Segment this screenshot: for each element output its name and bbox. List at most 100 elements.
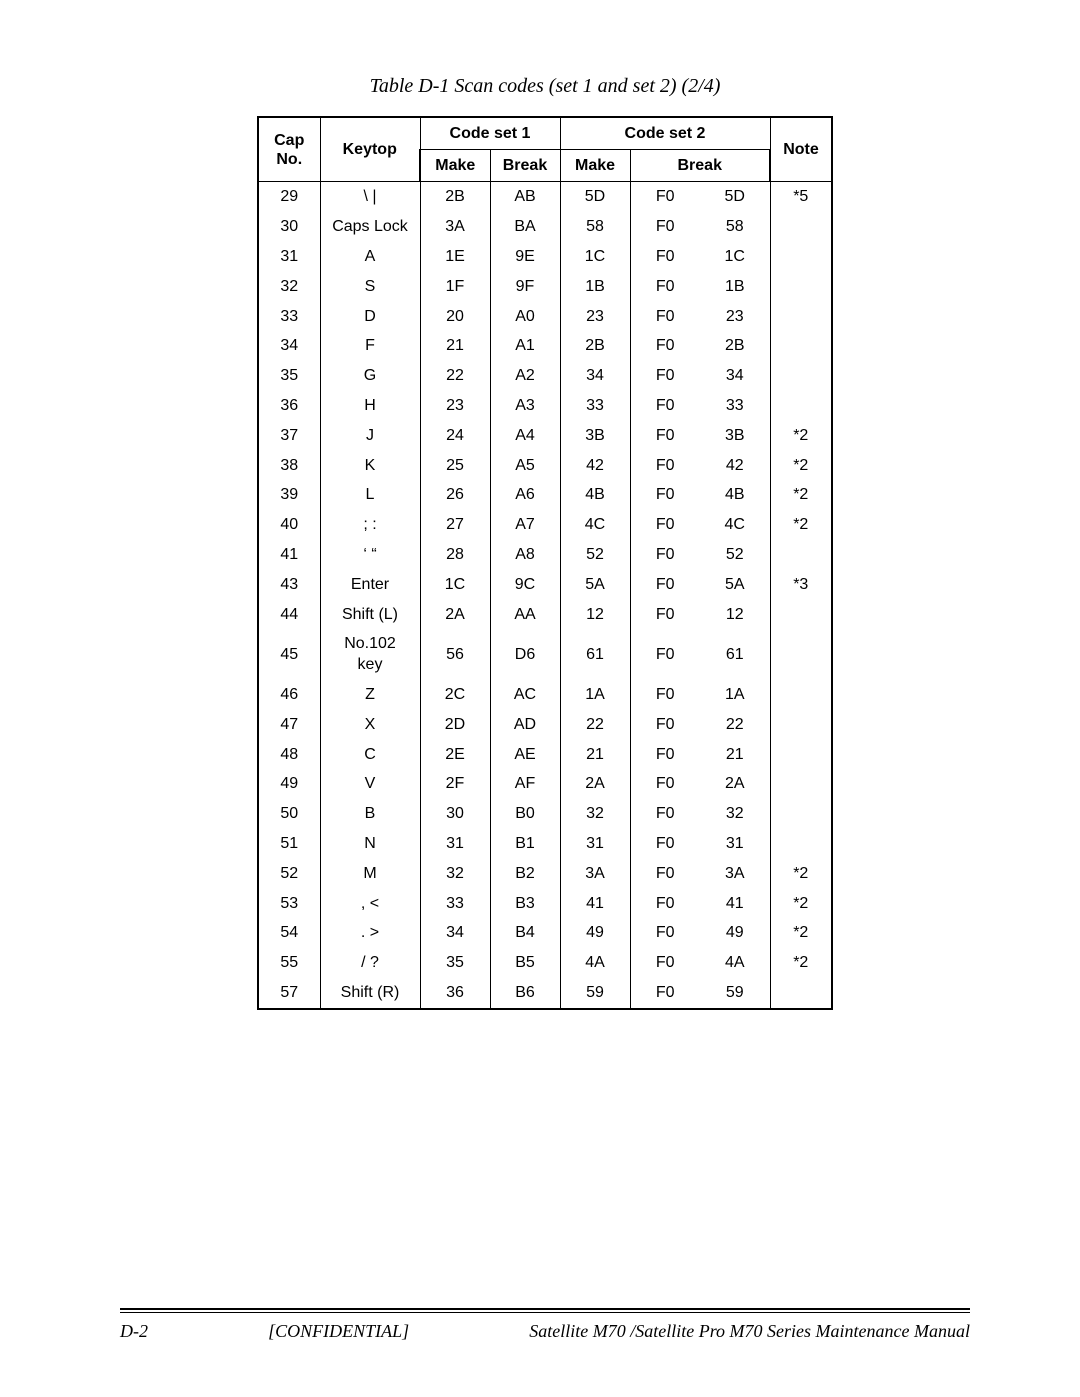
cell-break2a: F0 (630, 829, 700, 859)
cell-make2: 32 (560, 799, 630, 829)
cell-break1: B1 (490, 829, 560, 859)
cell-cap: 33 (258, 302, 320, 332)
cell-break1: A2 (490, 361, 560, 391)
cell-make1: 2A (420, 600, 490, 630)
cell-make1: 21 (420, 331, 490, 361)
cell-break1: A1 (490, 331, 560, 361)
cell-break2b: 4A (700, 948, 770, 978)
cell-cap: 31 (258, 242, 320, 272)
cell-keytop: G (320, 361, 420, 391)
cell-break2a: F0 (630, 272, 700, 302)
cell-break2b: 49 (700, 918, 770, 948)
cell-break1: B0 (490, 799, 560, 829)
cell-break1: AE (490, 740, 560, 770)
cell-cap: 40 (258, 510, 320, 540)
cell-note (770, 978, 832, 1009)
cell-make2: 33 (560, 391, 630, 421)
cell-make2: 4C (560, 510, 630, 540)
cell-break1: AF (490, 769, 560, 799)
cell-break1: AD (490, 710, 560, 740)
cell-break2a: F0 (630, 740, 700, 770)
cell-keytop: Z (320, 680, 420, 710)
cell-break1: B3 (490, 889, 560, 919)
cell-break2b: 4B (700, 480, 770, 510)
cell-keytop: Shift (L) (320, 600, 420, 630)
cell-keytop: ; : (320, 510, 420, 540)
cell-note (770, 540, 832, 570)
cell-break2a: F0 (630, 680, 700, 710)
cell-cap: 55 (258, 948, 320, 978)
cell-cap: 37 (258, 421, 320, 451)
cell-cap: 45 (258, 629, 320, 680)
cell-cap: 54 (258, 918, 320, 948)
cell-break2a: F0 (630, 570, 700, 600)
cell-make2: 59 (560, 978, 630, 1009)
cell-make1: 27 (420, 510, 490, 540)
cell-note (770, 629, 832, 680)
cell-make1: 2B (420, 182, 490, 212)
cell-cap: 39 (258, 480, 320, 510)
cell-make2: 2B (560, 331, 630, 361)
table-row: 53, <33B341F041*2 (258, 889, 832, 919)
cell-note: *2 (770, 421, 832, 451)
cell-break2b: 59 (700, 978, 770, 1009)
cell-break2a: F0 (630, 859, 700, 889)
table-row: 48C2EAE21F021 (258, 740, 832, 770)
cell-make1: 34 (420, 918, 490, 948)
cell-make1: 20 (420, 302, 490, 332)
cell-note (770, 799, 832, 829)
cell-keytop: M (320, 859, 420, 889)
cell-cap: 36 (258, 391, 320, 421)
cell-keytop: ‘ “ (320, 540, 420, 570)
cell-cap: 29 (258, 182, 320, 212)
cell-break1: B5 (490, 948, 560, 978)
cell-make1: 30 (420, 799, 490, 829)
cell-keytop: . > (320, 918, 420, 948)
cell-make1: 1F (420, 272, 490, 302)
cell-break2a: F0 (630, 540, 700, 570)
cell-break2b: 12 (700, 600, 770, 630)
cell-note (770, 740, 832, 770)
cell-make2: 5D (560, 182, 630, 212)
table-row: 31A1E9E1CF01C (258, 242, 832, 272)
cell-break1: AB (490, 182, 560, 212)
table-body: 29\ |2BAB5DF05D*530Caps Lock3ABA58F05831… (258, 182, 832, 1009)
cell-keytop: Caps Lock (320, 212, 420, 242)
cell-make1: 2D (420, 710, 490, 740)
table-row: 52M32B23AF03A*2 (258, 859, 832, 889)
cell-break2a: F0 (630, 421, 700, 451)
cell-cap: 46 (258, 680, 320, 710)
cell-keytop: V (320, 769, 420, 799)
table-row: 54. >34B449F049*2 (258, 918, 832, 948)
table-row: 45No.102key56D661F061 (258, 629, 832, 680)
cell-note (770, 600, 832, 630)
table-row: 35G22A234F034 (258, 361, 832, 391)
cell-make2: 21 (560, 740, 630, 770)
cell-break2b: 58 (700, 212, 770, 242)
cell-make1: 24 (420, 421, 490, 451)
cell-make1: 32 (420, 859, 490, 889)
cell-make2: 3A (560, 859, 630, 889)
cell-break2b: 5A (700, 570, 770, 600)
cell-break2b: 3A (700, 859, 770, 889)
table-row: 37J24A43BF03B*2 (258, 421, 832, 451)
cell-break2a: F0 (630, 182, 700, 212)
cell-cap: 47 (258, 710, 320, 740)
table-row: 44Shift (L)2AAA12F012 (258, 600, 832, 630)
cell-keytop: No.102key (320, 629, 420, 680)
cell-keytop: X (320, 710, 420, 740)
cell-break2b: 33 (700, 391, 770, 421)
cell-break2a: F0 (630, 451, 700, 481)
table-row: 47X2DAD22F022 (258, 710, 832, 740)
cell-break2a: F0 (630, 769, 700, 799)
cell-make1: 26 (420, 480, 490, 510)
table-row: 38K25A542F042*2 (258, 451, 832, 481)
cell-cap: 52 (258, 859, 320, 889)
cell-make2: 52 (560, 540, 630, 570)
cell-break1: B6 (490, 978, 560, 1009)
table-row: 50B30B032F032 (258, 799, 832, 829)
cell-break2a: F0 (630, 331, 700, 361)
cell-make2: 61 (560, 629, 630, 680)
cell-break1: A5 (490, 451, 560, 481)
cell-make2: 4B (560, 480, 630, 510)
